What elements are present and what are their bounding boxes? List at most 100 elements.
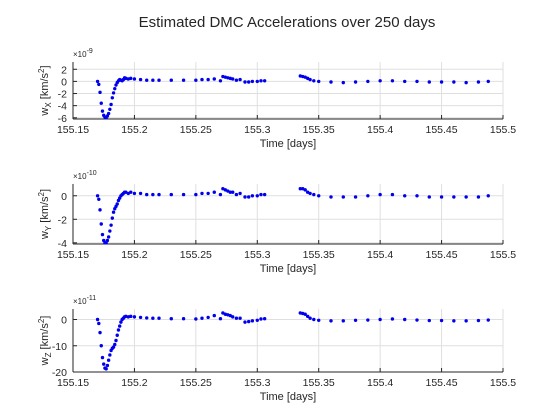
y-tick-label: 2 (61, 64, 67, 76)
data-point (200, 192, 203, 195)
data-point (106, 239, 109, 242)
data-point (452, 319, 455, 322)
data-point (487, 194, 490, 197)
x-tick-label: 155.5 (490, 249, 516, 261)
data-point (118, 324, 121, 327)
data-point (235, 193, 238, 196)
data-point (98, 91, 101, 94)
x-tick-label: 155.2 (121, 249, 147, 261)
data-point (263, 79, 266, 82)
data-point (170, 317, 173, 320)
x-tick-label: 155.4 (367, 249, 393, 261)
data-point (415, 318, 418, 321)
x-tick-label: 155.45 (426, 377, 458, 389)
data-point (129, 191, 132, 194)
data-point (308, 316, 311, 319)
data-point (151, 316, 154, 319)
data-point (114, 339, 117, 342)
data-point (452, 195, 455, 198)
data-point (139, 316, 142, 319)
y-exponent-label: ×10-11 (73, 295, 96, 306)
y-tick-label: -4 (58, 238, 67, 250)
x-tick-label: 155.35 (303, 124, 335, 136)
chart-title: Estimated DMC Accelerations over 250 day… (139, 14, 436, 31)
data-point (129, 77, 132, 80)
data-point (97, 83, 100, 86)
data-point (108, 108, 111, 111)
data-point (104, 367, 107, 370)
data-point (139, 78, 142, 81)
data-point (354, 319, 357, 322)
data-point (108, 353, 111, 356)
data-point (378, 79, 381, 82)
data-point (231, 191, 234, 194)
data-point (259, 317, 262, 320)
data-point (213, 77, 216, 80)
x-tick-label: 155.25 (180, 124, 212, 136)
data-point (354, 80, 357, 83)
data-point (157, 193, 160, 196)
x-axis-label: Time [days] (260, 138, 316, 150)
data-point (304, 188, 307, 191)
y-tick-label: -6 (58, 113, 67, 125)
x-tick-label: 155.3 (244, 124, 270, 136)
data-point (312, 318, 315, 321)
data-point (415, 80, 418, 83)
data-point (98, 208, 101, 211)
data-point (133, 77, 136, 80)
data-point (342, 319, 345, 322)
data-point (477, 195, 480, 198)
data-point (231, 315, 234, 318)
data-point (312, 193, 315, 196)
x-axis-label: Time [days] (260, 391, 316, 403)
data-point (317, 194, 320, 197)
data-point (378, 193, 381, 196)
x-tick-label: 155.15 (57, 249, 89, 261)
data-point (308, 78, 311, 81)
data-point (194, 193, 197, 196)
y-tick-label: -10 (52, 341, 67, 353)
data-point (102, 362, 105, 365)
data-point (200, 78, 203, 81)
data-point (182, 78, 185, 81)
data-point (116, 202, 119, 205)
data-point (108, 229, 111, 232)
x-tick-label: 155.15 (57, 124, 89, 136)
data-point (101, 233, 104, 236)
data-point (107, 235, 110, 238)
data-point (329, 195, 332, 198)
data-point (145, 316, 148, 319)
data-point (366, 194, 369, 197)
data-point (238, 78, 241, 81)
data-point (487, 80, 490, 83)
data-point (182, 193, 185, 196)
data-point (477, 80, 480, 83)
x-tick-label: 155.4 (367, 377, 393, 389)
data-point (251, 194, 254, 197)
data-point (117, 328, 120, 331)
data-point (440, 319, 443, 322)
y-tick-label: -20 (52, 367, 67, 379)
data-point (231, 77, 234, 80)
data-point (100, 344, 103, 347)
data-point (243, 195, 246, 198)
data-point (391, 79, 394, 82)
data-point (238, 192, 241, 195)
data-point (109, 103, 112, 106)
data-point (107, 358, 110, 361)
panel-y: 155.15 155.2 155.25 155.3 155.35 155.4 155.45 1… (37, 170, 516, 275)
data-point (112, 91, 115, 94)
data-point (219, 317, 222, 320)
data-point (247, 320, 250, 323)
y-exponent-label: ×10-10 (73, 170, 97, 181)
x-tick-label: 155.5 (490, 377, 516, 389)
data-point (96, 318, 99, 321)
data-point (200, 316, 203, 319)
data-point (428, 80, 431, 83)
data-point (96, 194, 99, 197)
data-point (235, 78, 238, 81)
data-point (391, 193, 394, 196)
data-point (403, 318, 406, 321)
